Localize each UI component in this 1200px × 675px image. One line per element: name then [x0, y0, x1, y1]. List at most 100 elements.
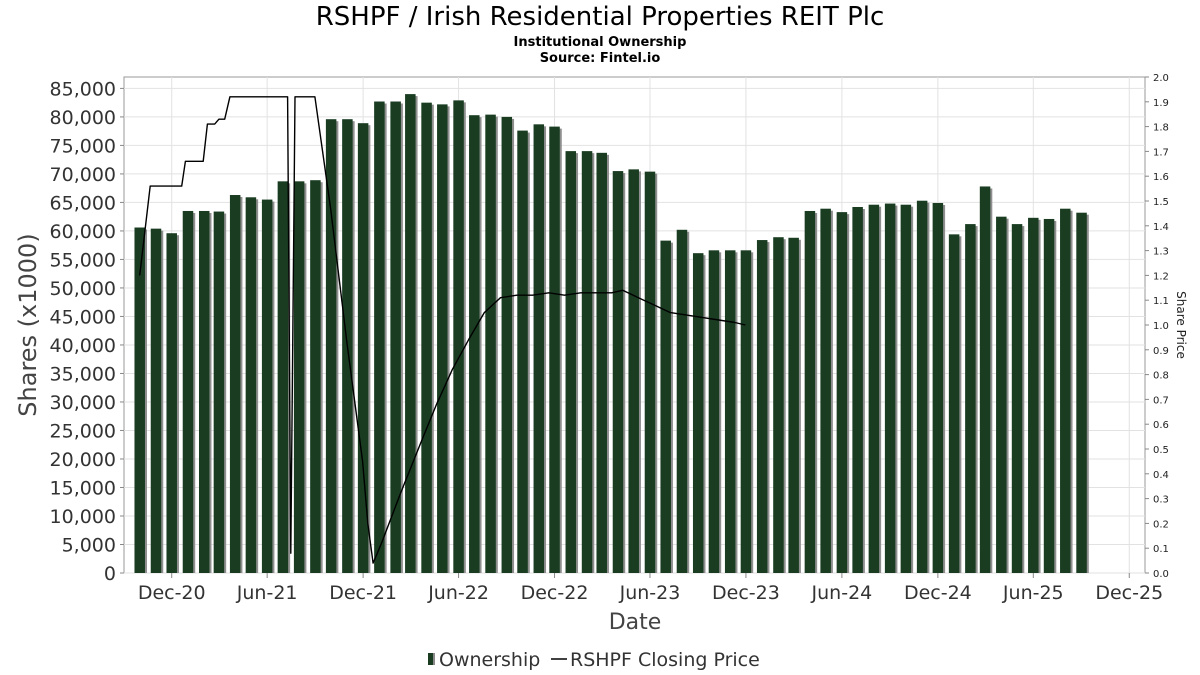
y2-tick-label: 1.8 [1153, 123, 1169, 134]
bar [549, 126, 560, 573]
y-tick-label: 30,000 [50, 392, 116, 414]
y2-tick-label: 0.2 [1153, 519, 1169, 530]
bar [405, 94, 416, 573]
bar [948, 234, 960, 573]
bar [565, 151, 577, 574]
x-tick-label: Jun-23 [619, 582, 681, 604]
y-tick-label: 50,000 [50, 278, 116, 300]
bar [213, 211, 225, 573]
bar [612, 171, 624, 573]
bar [900, 204, 912, 573]
y2-tick-label: 1.0 [1153, 321, 1169, 332]
bar [325, 119, 337, 573]
y2-tick-label: 0.5 [1153, 445, 1169, 456]
bar [884, 203, 896, 573]
bar [724, 250, 736, 573]
x-axis-label: Date [609, 610, 662, 635]
bar [357, 123, 369, 573]
bar [979, 186, 991, 573]
y-tick-label: 20,000 [50, 449, 116, 471]
bar [660, 240, 671, 573]
y-tick-label: 60,000 [50, 221, 116, 243]
bar [1076, 212, 1087, 573]
bar [1028, 217, 1039, 573]
y-tick-label: 40,000 [50, 335, 116, 357]
bar [996, 216, 1007, 573]
chart-title: RSHPF / Irish Residential Properties REI… [315, 2, 885, 32]
y2-tick-label: 0.1 [1153, 544, 1169, 555]
y2-tick-label: 1.7 [1153, 147, 1169, 158]
bar [182, 210, 194, 574]
y2-tick-label: 1.6 [1153, 172, 1169, 183]
y-tick-label: 25,000 [50, 420, 116, 442]
bar [421, 102, 432, 573]
x-tick-label: Jun-25 [1002, 582, 1064, 604]
bar [836, 212, 848, 573]
axis-layer: 0 5,000 10,000 15,000 20,000 25,000 30,000 35,0… [50, 73, 1169, 604]
y-tick-label: 80,000 [50, 107, 116, 129]
y2-tick-label: 0.0 [1153, 569, 1169, 580]
y-tick-label: 35,000 [50, 363, 116, 385]
y-tick-label: 5,000 [62, 534, 116, 556]
y-tick-label: 15,000 [50, 477, 116, 499]
bar [965, 224, 976, 573]
bar [581, 151, 593, 574]
chart-source: Source: Fintel.io [539, 51, 661, 66]
bar [485, 114, 496, 573]
bar [517, 130, 528, 573]
bar [245, 197, 257, 573]
bar [229, 195, 241, 573]
bar [374, 101, 385, 573]
y-tick-label: 55,000 [50, 249, 116, 271]
x-tick-label: Dec-21 [329, 582, 397, 604]
y2-tick-label: 0.9 [1153, 346, 1169, 357]
bar [820, 208, 831, 574]
x-tick-label: Jun-21 [236, 582, 298, 604]
legend-ownership-swatch [428, 653, 433, 665]
y2-tick-label: 0.7 [1153, 395, 1169, 406]
bar [596, 152, 607, 573]
bar [390, 101, 401, 573]
bar [852, 206, 863, 573]
bar [198, 210, 210, 574]
x-tick-label: Dec-20 [138, 582, 206, 604]
price-line [139, 96, 746, 564]
bar [1011, 224, 1023, 573]
line-layer [139, 96, 746, 564]
y2-tick-label: 0.6 [1153, 420, 1169, 431]
y-tick-label: 75,000 [50, 135, 116, 157]
y2-tick-label: 1.4 [1153, 222, 1169, 233]
bar [533, 124, 545, 573]
bar [293, 181, 305, 573]
y-tick-label: 65,000 [50, 192, 116, 214]
bar [676, 229, 688, 573]
y2-tick-label: 1.3 [1153, 247, 1169, 258]
bar [773, 237, 784, 573]
legend: Ownership RSHPF Closing Price [428, 649, 760, 671]
y-tick-label: 45,000 [50, 306, 116, 328]
bar [150, 228, 162, 573]
bar [756, 240, 768, 574]
y2-tick-label: 2.0 [1153, 73, 1169, 84]
bar [868, 204, 880, 573]
y2-tick-label: 0.8 [1153, 371, 1169, 382]
y-axis-label: Shares (x1000) [14, 233, 42, 416]
chart-subtitle: Institutional Ownership [513, 35, 687, 50]
bar [166, 233, 177, 573]
bar-layer [134, 94, 1089, 574]
bar [916, 200, 928, 573]
bar [804, 210, 816, 574]
x-tick-label: Jun-22 [427, 582, 489, 604]
bar [692, 253, 704, 573]
bar [1060, 208, 1071, 574]
legend-ownership-label: Ownership [439, 649, 540, 671]
bar [310, 180, 321, 574]
bar [740, 250, 752, 573]
bar [788, 237, 799, 574]
x-tick-label: Dec-25 [1095, 582, 1163, 604]
x-tick-label: Dec-22 [521, 582, 589, 604]
bar [277, 181, 289, 573]
bar [261, 199, 273, 573]
y2-tick-label: 0.4 [1153, 470, 1169, 481]
y2-tick-label: 1.1 [1153, 296, 1169, 307]
